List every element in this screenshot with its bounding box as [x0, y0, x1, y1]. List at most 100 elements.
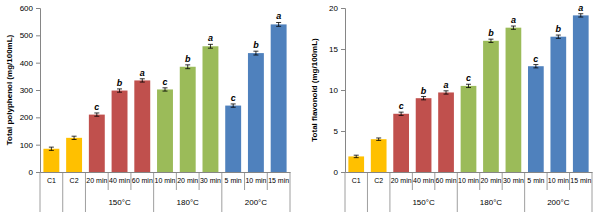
significance-letter: c	[231, 93, 236, 103]
significance-letter: b	[488, 28, 494, 38]
x-tick: 15 min	[570, 172, 591, 184]
group-label: 150°C	[108, 198, 131, 207]
group-labels: 150°C180°C200°C	[412, 198, 569, 207]
x-tick: 20 min	[480, 172, 501, 184]
significance-letter: b	[253, 40, 259, 50]
x-axis-line	[41, 172, 291, 173]
category-separators	[345, 172, 592, 212]
significance-letter: a	[578, 3, 583, 13]
x-tick: 15 min	[268, 172, 289, 184]
bar	[112, 91, 128, 172]
category-separator	[244, 172, 245, 190]
x-tick: C2	[374, 172, 383, 184]
y-tick: 300	[20, 86, 40, 95]
error-bar	[466, 84, 471, 87]
y-tick-mark	[36, 172, 40, 173]
y-tick: 100	[20, 141, 40, 150]
category-separator	[345, 172, 346, 212]
bar	[461, 86, 477, 172]
x-tick: 30 min	[503, 172, 524, 184]
y-tick-label: 20	[329, 4, 338, 13]
plot-area	[43, 22, 286, 172]
significance-letter: c	[162, 77, 167, 87]
bar	[271, 24, 287, 172]
significance-letter: b	[556, 24, 562, 34]
significance-letter: a	[140, 68, 145, 78]
x-tick-label: C1	[352, 177, 361, 184]
significance-letter: b	[117, 78, 123, 88]
significance-letter: c	[466, 73, 471, 83]
x-tick-label: 40 min	[413, 177, 434, 184]
bar	[550, 37, 566, 172]
x-axis: C1C220 min40 min60 min10 min20 min30 min…	[346, 172, 593, 184]
x-tick-label: C1	[47, 177, 56, 184]
significance-letter: a	[208, 33, 213, 43]
x-tick-label: C2	[374, 177, 383, 184]
x-tick: C1	[47, 172, 56, 184]
y-tick-label: 400	[20, 59, 34, 68]
x-tick: 20 min	[177, 172, 198, 184]
y-tick-label: 0	[29, 168, 34, 177]
bar	[506, 28, 522, 172]
category-separator	[367, 172, 368, 212]
y-tick-mark	[341, 90, 345, 91]
category-separator	[389, 172, 390, 212]
y-tick: 0	[29, 168, 40, 177]
x-tick: 20 min	[86, 172, 107, 184]
error-bar	[72, 136, 77, 139]
y-tick-mark	[341, 172, 345, 173]
significance-letter: c	[533, 54, 538, 64]
x-tick: 30 min	[200, 172, 221, 184]
error-bar	[376, 138, 381, 140]
error-bar	[253, 51, 258, 55]
bar	[438, 92, 454, 172]
group-label: 180°C	[177, 198, 200, 207]
category-separator	[592, 172, 593, 212]
category-separator	[130, 172, 131, 190]
y-axis-line	[36, 9, 41, 173]
category-separator	[153, 172, 154, 212]
chart: cbacbacba05101520Total flavonoid (mg/100…	[310, 3, 592, 212]
x-tick: C1	[352, 172, 361, 184]
y-tick-mark	[36, 35, 40, 36]
y-axis: 0100200300400500600	[20, 4, 41, 177]
category-separator	[108, 172, 109, 190]
x-tick: 60 min	[132, 172, 153, 184]
bar	[371, 139, 387, 172]
x-tick-label: 10 min	[548, 177, 569, 184]
bar	[203, 46, 219, 172]
x-tick-label: 20 min	[391, 177, 412, 184]
x-tick-label: 15 min	[268, 177, 289, 184]
x-tick-label: 5 min	[527, 177, 544, 184]
category-separator	[62, 172, 63, 212]
x-tick-label: 60 min	[436, 177, 457, 184]
error-bar	[94, 113, 99, 116]
y-tick-label: 10	[329, 86, 338, 95]
error-bar	[276, 22, 281, 26]
y-axis: 05101520	[329, 4, 345, 177]
y-tick-label: 5	[334, 127, 339, 136]
y-tick-label: 100	[20, 141, 34, 150]
bar	[528, 66, 544, 172]
y-tick-mark	[36, 117, 40, 118]
y-tick: 20	[329, 4, 345, 13]
bar	[573, 15, 589, 172]
significance-letter: a	[444, 80, 449, 90]
category-separator	[267, 172, 268, 190]
x-tick: C2	[70, 172, 79, 184]
bar	[66, 138, 82, 172]
category-separator	[524, 172, 525, 212]
y-tick-mark	[341, 131, 345, 132]
y-tick-mark	[36, 145, 40, 146]
category-separator	[479, 172, 480, 190]
x-tick-label: 20 min	[86, 177, 107, 184]
letters: cbacbacba	[94, 11, 281, 111]
y-axis-line	[341, 9, 346, 173]
error-bar	[511, 26, 516, 29]
category-separator	[412, 172, 413, 190]
error-bar	[399, 112, 404, 115]
y-tick: 5	[334, 127, 345, 136]
category-separator	[290, 172, 291, 212]
bar	[134, 80, 150, 172]
error-bar	[488, 39, 493, 42]
